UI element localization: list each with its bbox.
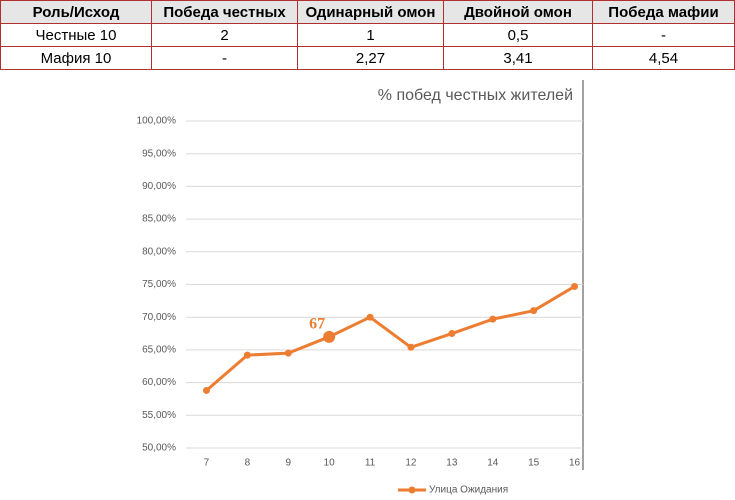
x-tick-label: 12 [405, 458, 417, 469]
y-tick-label: 95,00% [142, 148, 176, 159]
y-tick-label: 85,00% [142, 214, 176, 225]
data-point [489, 315, 497, 323]
y-tick-label: 65,00% [142, 345, 176, 356]
chart-title: % побед честных жителей [378, 87, 573, 104]
x-tick-label: 9 [285, 458, 291, 469]
x-tick-label: 13 [446, 458, 458, 469]
x-tick-label: 14 [487, 458, 499, 469]
results-table: Роль/Исход Победа честных Одинарный омон… [0, 0, 735, 70]
cell: Мафия 10 [0, 46, 152, 70]
row: Честные 10 2 1 0,5 - [0, 23, 735, 47]
y-tick-label: 55,00% [142, 410, 176, 421]
y-tick-label: 70,00% [142, 312, 176, 323]
y-tick-label: 60,00% [142, 377, 176, 388]
x-tick-label: 16 [569, 458, 581, 469]
cell: 2,27 [297, 46, 444, 70]
data-point [366, 313, 374, 321]
x-tick-label: 8 [245, 458, 251, 469]
legend-marker [408, 486, 416, 494]
row: Мафия 10 - 2,27 3,41 4,54 [0, 46, 735, 70]
header-row: Роль/Исход Победа честных Одинарный омон… [0, 0, 735, 24]
data-point [284, 349, 292, 357]
cell: 0,5 [443, 23, 593, 47]
cell: 1 [297, 23, 444, 47]
x-tick-label: 11 [365, 458, 376, 469]
legend-label: Улица Ожидания [429, 485, 508, 496]
data-point [530, 307, 538, 315]
data-point [202, 386, 210, 394]
y-tick-label: 90,00% [142, 181, 176, 192]
series-line [205, 285, 576, 392]
header-cell: Победа мафии [592, 0, 735, 24]
header-cell: Одинарный омон [297, 0, 444, 24]
cell: - [151, 46, 298, 70]
cell: 4,54 [592, 46, 735, 70]
y-tick-label: 100,00% [137, 116, 177, 127]
y-tick-label: 75,00% [142, 279, 176, 290]
data-point [243, 351, 251, 359]
x-tick-label: 15 [528, 458, 540, 469]
header-cell: Роль/Исход [0, 0, 152, 24]
data-label: 67 [309, 315, 325, 332]
x-tick-label: 10 [324, 458, 336, 469]
x-tick-label: 7 [204, 458, 210, 469]
data-point [448, 330, 456, 338]
y-tick-label: 50,00% [142, 443, 176, 454]
data-point [407, 343, 415, 351]
header-cell: Двойной омон [443, 0, 593, 24]
cell: 3,41 [443, 46, 593, 70]
data-point [323, 330, 336, 343]
data-point [571, 282, 579, 290]
y-tick-label: 80,00% [142, 246, 176, 257]
